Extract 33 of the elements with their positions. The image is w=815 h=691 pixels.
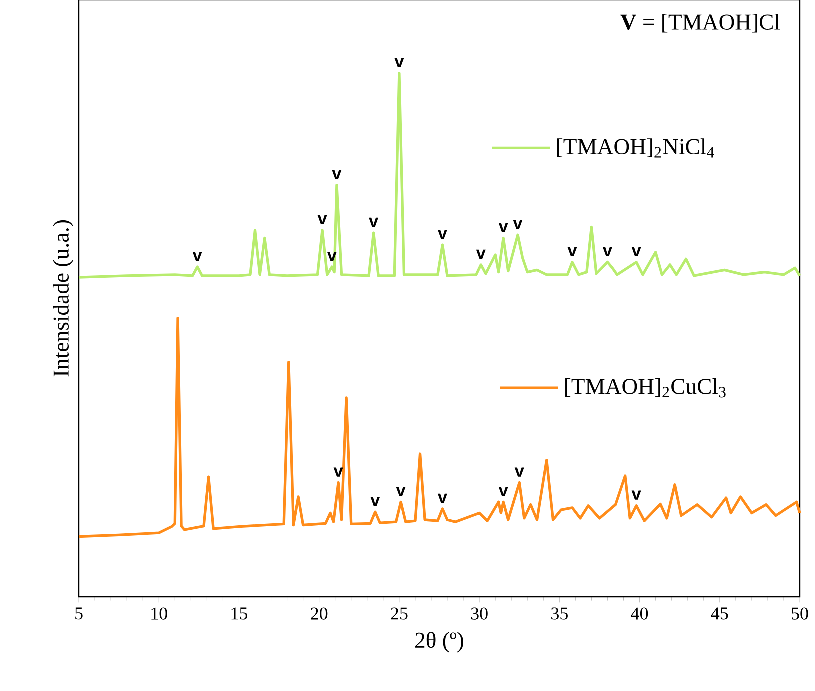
legend-label: [TMAOH]$_{2}$NiCl$_{4}$ <box>558 138 714 158</box>
annotation: v <box>318 215 328 224</box>
annotation: v <box>498 223 508 232</box>
x-tick-label: 40 <box>631 608 648 620</box>
x-tick-label: 45 <box>711 608 728 620</box>
x-axis-title: 2θ (º) <box>416 632 464 653</box>
x-tick-label: 15 <box>232 608 248 620</box>
y-axis-title: Intensidade (u.a.) <box>53 220 74 377</box>
annotation: v <box>438 494 448 504</box>
annotation: v <box>632 247 642 256</box>
annotation: v <box>332 170 342 180</box>
annotation: v <box>514 468 524 477</box>
annotation: v <box>568 247 578 256</box>
annotation: v <box>369 218 379 228</box>
annotation: v <box>632 490 642 500</box>
annotation: v <box>370 497 380 506</box>
annotation: v <box>498 487 508 496</box>
annotation: v <box>602 247 612 256</box>
x-tick-label: 10 <box>152 608 168 620</box>
text: V = [TMAOH]Cl <box>620 14 780 33</box>
annotation: v <box>192 252 202 262</box>
annotation: v <box>438 230 448 240</box>
x-tick-label: 25 <box>391 608 408 620</box>
x-tick-label: 30 <box>471 608 488 620</box>
x-tick-label: 50 <box>792 608 808 620</box>
annotation: v <box>513 220 523 230</box>
legend-label: [TMAOH]$_{2}$CuCl$_{3}$ <box>566 378 726 398</box>
annotation: v <box>476 250 486 260</box>
x-tick-label: 20 <box>311 608 328 620</box>
x-tick-label: 35 <box>552 608 568 620</box>
x-tick-label: 5 <box>76 608 83 620</box>
annotation: v <box>396 487 406 496</box>
annotation: v <box>394 58 404 68</box>
